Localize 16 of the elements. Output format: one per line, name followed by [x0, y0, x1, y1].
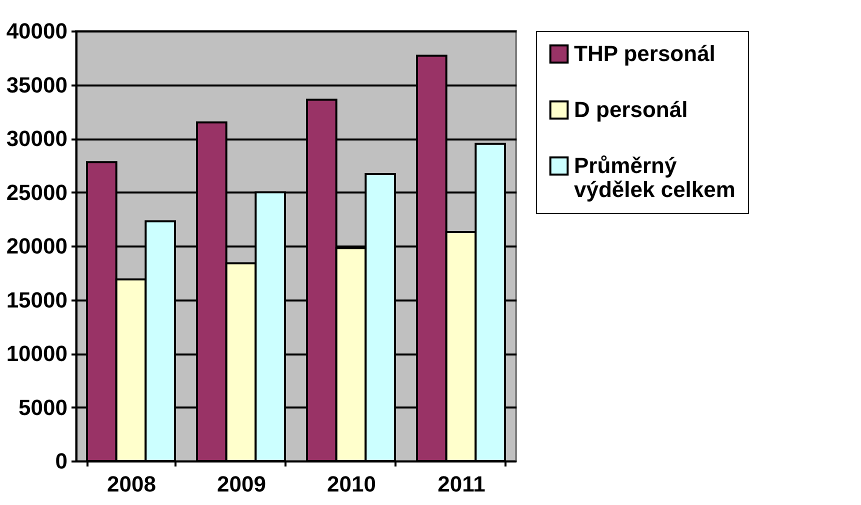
y-tick-label: 20000: [6, 234, 68, 258]
y-tick-label: 25000: [6, 180, 68, 205]
legend-label: D personál: [574, 97, 688, 122]
y-tick-label: 30000: [6, 126, 68, 151]
x-tick-label: 2010: [327, 472, 376, 496]
y-tick-label: 15000: [6, 287, 68, 312]
y-tick-label: 5000: [18, 394, 68, 420]
x-tick-label: 2011: [438, 472, 486, 496]
legend-label: THP personál: [574, 41, 716, 66]
y-tick-label: 35000: [6, 72, 68, 98]
y-tick-label: 40000: [6, 18, 68, 44]
x-tick-label: 2009: [217, 472, 266, 496]
y-tick-label: 0: [55, 448, 68, 474]
x-tick-label: 2008: [107, 472, 156, 496]
legend-label: Průměrný výdělek celkem: [574, 153, 736, 202]
y-tick-label: 10000: [6, 341, 68, 366]
